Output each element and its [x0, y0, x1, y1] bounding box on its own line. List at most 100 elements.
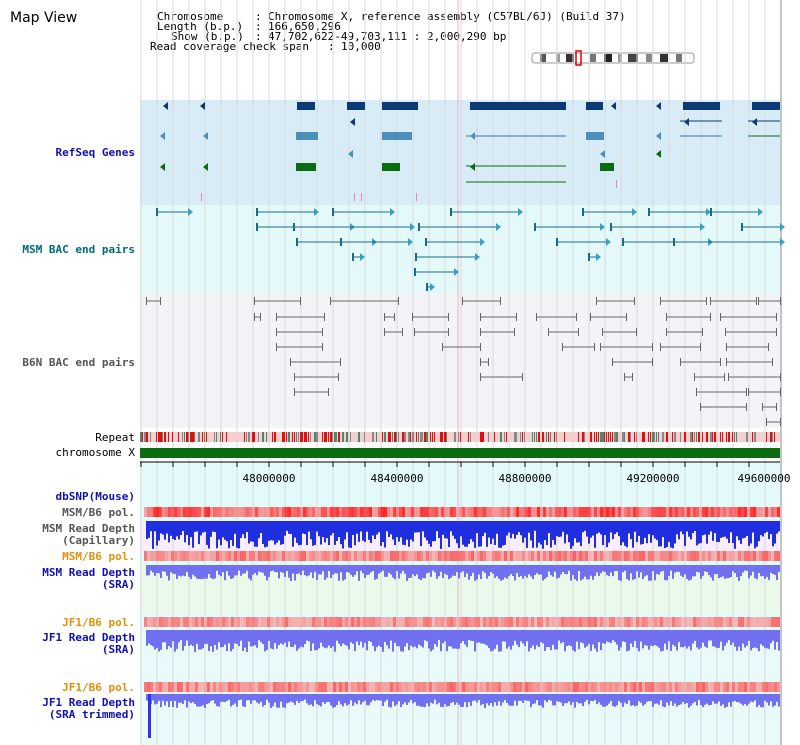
depth-bar — [668, 694, 670, 706]
depth-bar — [386, 565, 388, 577]
jf1-pol2-label[interactable]: JF1/B6 pol. — [62, 681, 135, 694]
depth-bar — [506, 521, 508, 536]
refseq-track[interactable] — [160, 102, 780, 201]
depth-bar — [156, 521, 158, 546]
depth-bar — [284, 630, 286, 643]
polymorphism-cell — [186, 551, 189, 561]
depth-bar — [434, 694, 436, 700]
polymorphism-cell — [573, 551, 576, 561]
polymorphism-cell — [198, 507, 201, 517]
polymorphism-tracks[interactable] — [144, 507, 780, 692]
gene-arrow — [163, 102, 168, 110]
polymorphism-cell — [570, 682, 573, 692]
depth-bar — [364, 694, 366, 701]
b6n-end — [780, 373, 781, 381]
polymorphism-cell — [687, 507, 690, 517]
depth-bar — [560, 565, 562, 575]
depth-bar — [514, 565, 516, 581]
depth-bar — [670, 694, 672, 702]
polymorphism-cell — [198, 551, 201, 561]
read-depth-tracks[interactable] — [146, 521, 780, 738]
b6n-end — [696, 388, 697, 396]
depth-bar — [424, 630, 426, 641]
polymorphism-cell — [378, 551, 381, 561]
polymorphism-cell — [417, 507, 420, 517]
depth-bar — [194, 565, 196, 577]
polymorphism-cell — [489, 617, 492, 627]
depth-bar — [676, 694, 678, 707]
depth-bar — [202, 694, 204, 706]
msm-pol-label[interactable]: MSM/B6 pol. — [62, 506, 135, 519]
chromosome-ideogram[interactable] — [531, 50, 695, 66]
depth-bar — [746, 521, 748, 536]
repeat-element — [298, 432, 299, 442]
depth-bar — [510, 565, 512, 575]
depth-bar — [722, 565, 724, 577]
polymorphism-cell — [681, 507, 684, 517]
polymorphism-cell — [342, 551, 345, 561]
repeat-element — [600, 432, 602, 442]
depth-bar — [632, 694, 634, 706]
depth-bar — [708, 694, 710, 706]
msm-depth-capillary-label-1[interactable]: MSM Read Depth — [42, 522, 135, 535]
depth-bar — [608, 694, 610, 704]
repeat-element — [714, 432, 716, 442]
depth-bar — [488, 694, 490, 706]
polymorphism-cell — [354, 507, 357, 517]
polymorphism-cell — [675, 507, 678, 517]
depth-bar — [462, 565, 464, 572]
depth-bar — [510, 694, 512, 706]
depth-bar — [728, 694, 730, 703]
depth-bar — [728, 630, 730, 641]
msm-bac-label[interactable]: MSM BAC end pairs — [22, 243, 135, 256]
b6n-bac-label[interactable]: B6N BAC end pairs — [22, 356, 135, 369]
depth-bar — [356, 565, 358, 572]
repeat-track[interactable] — [140, 432, 780, 442]
depth-bar — [376, 694, 378, 701]
refseq-genes-label[interactable]: RefSeq Genes — [55, 146, 135, 159]
depth-bar — [678, 521, 680, 540]
polymorphism-cell — [771, 507, 774, 517]
depth-bar — [462, 521, 464, 545]
depth-bar — [376, 630, 378, 648]
jf1-depth-label-1[interactable]: JF1 Read Depth — [42, 631, 135, 644]
polymorphism-cell — [567, 617, 570, 627]
depth-bar — [376, 565, 378, 579]
b6n-bac-track[interactable] — [146, 297, 781, 426]
depth-bar — [236, 694, 238, 707]
polymorphism-cell — [258, 551, 261, 561]
polymorphism-cell — [594, 682, 597, 692]
polymorphism-cell — [426, 682, 429, 692]
msm-depth-sra-label-1[interactable]: MSM Read Depth — [42, 566, 135, 579]
depth-bar — [366, 694, 368, 706]
polymorphism-cell — [273, 682, 276, 692]
polymorphism-cell — [216, 617, 219, 627]
depth-bar — [504, 521, 506, 545]
depth-bar — [374, 565, 376, 580]
depth-bar — [530, 694, 532, 708]
depth-bar — [614, 565, 616, 572]
dbsnp-label[interactable]: dbSNP(Mouse) — [55, 490, 135, 503]
msm-pol2-label[interactable]: MSM/B6 pol. — [62, 550, 135, 563]
polymorphism-cell — [294, 551, 297, 561]
polymorphism-cell — [390, 507, 393, 517]
depth-bar — [756, 565, 758, 580]
depth-bar — [250, 694, 252, 704]
depth-bar — [266, 694, 268, 700]
jf1-trim-label-1[interactable]: JF1 Read Depth — [42, 696, 135, 709]
polymorphism-cell — [246, 507, 249, 517]
b6n-end — [290, 358, 291, 366]
repeat-element — [162, 432, 163, 442]
polymorphism-cell — [636, 617, 639, 627]
jf1-pol-label[interactable]: JF1/B6 pol. — [62, 616, 135, 629]
depth-bar — [646, 565, 648, 576]
polymorphism-cell — [669, 682, 672, 692]
depth-bar — [450, 521, 452, 532]
depth-bar — [628, 694, 630, 701]
msm-bac-track[interactable] — [156, 208, 785, 291]
polymorphism-cell — [366, 507, 369, 517]
repeat-element — [666, 432, 668, 442]
chromosome-bar[interactable] — [140, 448, 780, 458]
depth-bar — [736, 521, 738, 537]
